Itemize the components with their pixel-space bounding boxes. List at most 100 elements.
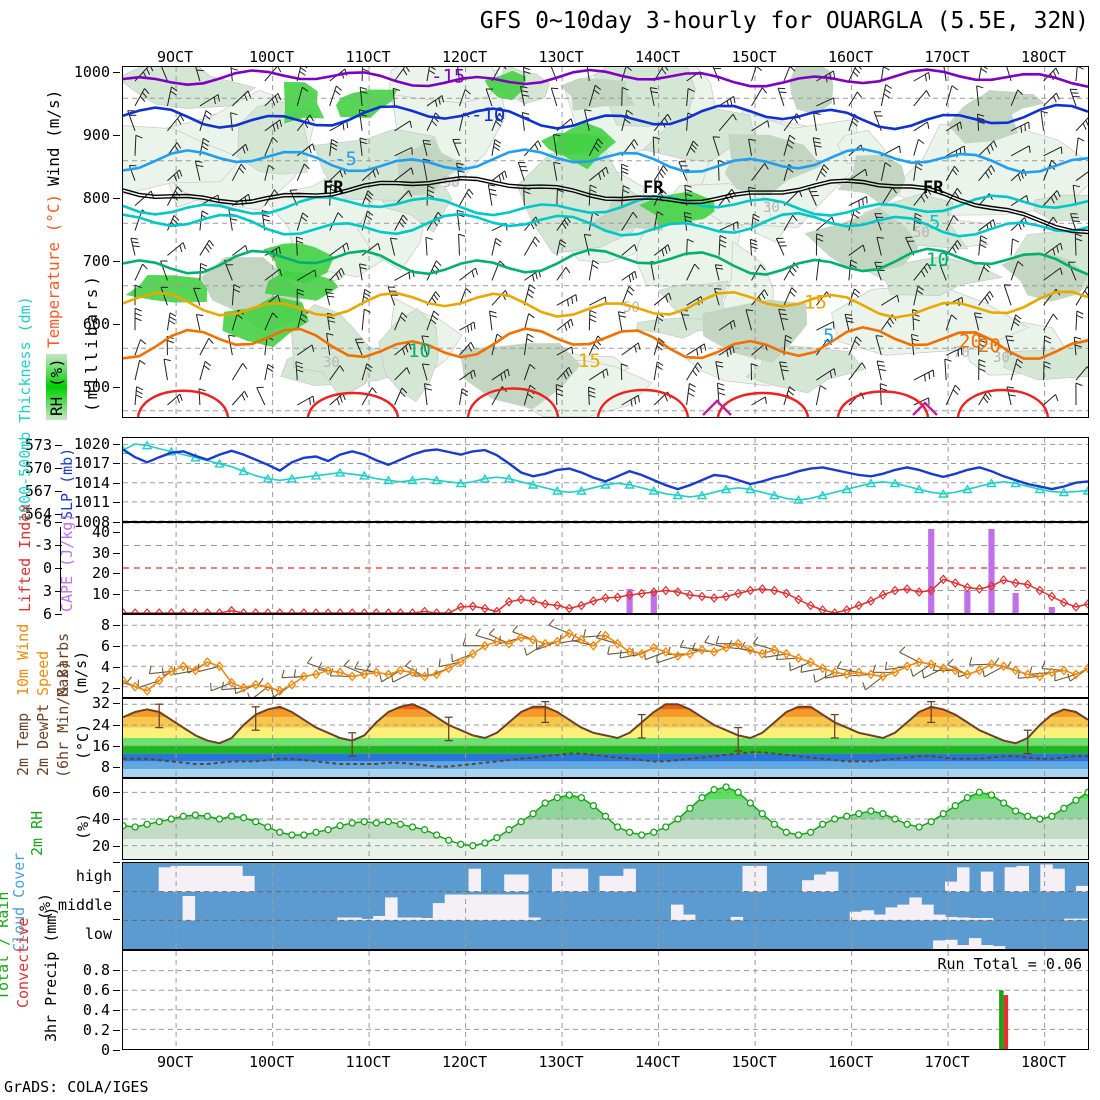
y-tick: 10 <box>91 584 110 603</box>
temp-label-2: 2m DewPt <box>34 703 52 776</box>
y-tick-mark <box>113 532 120 534</box>
slp-thickness-panel <box>122 437 1089 522</box>
y-tick-mark <box>113 791 120 793</box>
y-tick: 40 <box>91 810 110 828</box>
y-tick-mark <box>113 970 120 971</box>
y-tick-mark <box>55 444 62 446</box>
cloud-row-label-middle: middle <box>58 896 113 914</box>
y-tick: 30 <box>91 543 110 562</box>
y-tick: 600 <box>82 314 110 333</box>
svg-text:5: 5 <box>929 212 940 234</box>
y-tick: 0.6 <box>82 981 110 999</box>
y-tick: 800 <box>82 189 110 207</box>
cloud-cover-panel <box>122 862 1089 950</box>
svg-text:15: 15 <box>804 292 827 314</box>
run-total-label: Run Total = 0.06 <box>937 955 1083 973</box>
y-tick-mark <box>113 443 120 445</box>
y-tick-mark <box>113 1030 120 1031</box>
y-tick-mark <box>113 862 120 863</box>
cape-y-axis: 40 30 20 10 <box>58 522 120 614</box>
y-tick: 1014 <box>73 473 110 492</box>
y-tick-mark <box>55 614 62 615</box>
y-tick: 900 <box>82 126 110 145</box>
precip-panel: Run Total = 0.06 <box>122 950 1089 1050</box>
y-tick-mark <box>55 568 62 569</box>
y-tick-mark <box>113 135 120 137</box>
y-tick: 1011 <box>73 493 110 512</box>
y-tick: 700 <box>82 251 110 270</box>
precip-label-total: Total / Rain <box>0 891 12 1000</box>
y-tick: 4 <box>100 657 110 676</box>
y-tick: 40 <box>91 523 110 542</box>
x-tick-16oct: 16OCT <box>827 1053 874 1071</box>
x-tick-14oct: 14OCT <box>634 48 681 66</box>
y-tick: 32 <box>91 694 110 713</box>
x-tick-10oct: 10OCT <box>248 1053 295 1071</box>
x-tick-11oct: 11OCT <box>345 48 391 66</box>
y-tick-mark <box>113 552 120 554</box>
y-tick-mark <box>113 573 120 575</box>
y-tick-mark <box>113 819 120 820</box>
y-tick: 567 <box>24 482 52 501</box>
y-tick: 20 <box>91 837 110 856</box>
cloud-row-label-high: high <box>75 867 112 886</box>
svg-text:20: 20 <box>959 330 982 352</box>
y-tick-mark <box>113 645 120 647</box>
y-tick-mark <box>113 666 120 668</box>
y-tick: 500 <box>82 377 110 396</box>
svg-text:-5: -5 <box>334 148 357 170</box>
temp-units: (°C) <box>74 723 92 760</box>
y-tick: 0.2 <box>82 1021 110 1039</box>
y-tick-mark <box>113 746 120 747</box>
x-axis-bottom: 9OCT 10OCT 11OCT 12OCT 13OCT 14OCT 15OCT 16OCT 1… <box>0 1053 1100 1073</box>
upper-air-panel: 3050305030507030-15-10-551015205201015FR… <box>122 66 1089 418</box>
y-tick: 564 <box>24 505 52 524</box>
y-tick-mark <box>55 467 62 469</box>
rh-2m-panel <box>122 778 1089 860</box>
legend-wind: Wind (m/s) <box>44 89 63 186</box>
y-tick-mark <box>55 491 62 493</box>
wind-units: (m/s) <box>72 650 90 696</box>
svg-text:10: 10 <box>408 340 431 362</box>
y-tick: 0.8 <box>82 961 110 979</box>
svg-text:10: 10 <box>926 249 949 271</box>
rh-units: (%) <box>74 812 92 840</box>
y-tick-mark <box>113 990 120 991</box>
temp-label-1: 2m Temp <box>14 712 32 776</box>
y-tick: 16 <box>91 737 110 755</box>
thickness-axis-label: 1000-500mb Thickness (dm) <box>16 296 34 522</box>
cloud-row-label-low: low <box>84 924 112 943</box>
y-tick-mark <box>113 593 120 595</box>
x-tick-11oct: 11OCT <box>345 1053 391 1071</box>
y-tick-mark <box>113 260 120 262</box>
y-tick-mark <box>113 919 120 921</box>
y-tick-mark <box>113 1050 120 1051</box>
temp-label-3: (6hr Min/Max) <box>54 660 72 778</box>
legend-temperature: Temperature (°C) <box>44 193 63 348</box>
y-tick: 8 <box>100 758 110 777</box>
upper-air-unit-label: (millibars) <box>82 273 101 412</box>
y-tick: 1020 <box>73 434 110 453</box>
wind-label-2: Speed <box>34 650 52 696</box>
y-tick-mark <box>113 724 120 726</box>
svg-text:-15: -15 <box>431 67 465 87</box>
y-tick-mark <box>113 386 120 388</box>
y-tick: 0 <box>42 559 52 577</box>
svg-text:FR: FR <box>643 178 664 198</box>
precip-label-convective: Convective <box>14 917 32 1008</box>
x-tick-9oct: 9OCT <box>157 48 194 66</box>
x-tick-13oct: 13OCT <box>538 48 584 66</box>
x-tick-14oct: 14OCT <box>634 1053 681 1071</box>
svg-text:20: 20 <box>978 335 1001 357</box>
y-tick: 8 <box>100 615 110 634</box>
x-tick-12oct: 12OCT <box>441 48 488 66</box>
y-tick-mark <box>55 545 62 546</box>
y-tick: -6 <box>33 513 52 531</box>
upper-air-y-axis: 500 600 700 800 900 1000 <box>60 63 120 418</box>
rh-label-1: 2m RH <box>28 810 46 856</box>
svg-text:FR: FR <box>923 178 944 198</box>
y-tick: 3 <box>42 582 52 600</box>
y-tick-mark <box>55 514 62 516</box>
y-tick: 6 <box>42 605 52 623</box>
y-tick-mark <box>113 703 120 705</box>
